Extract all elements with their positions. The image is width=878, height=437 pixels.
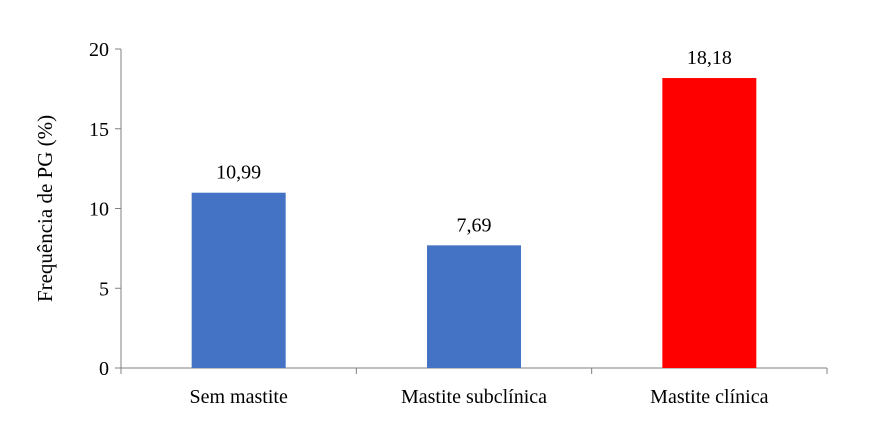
bar (662, 78, 757, 369)
y-tick-label: 15 (89, 119, 109, 141)
bars (191, 78, 757, 369)
x-axis: Sem mastite Mastite subclínica Mastite clí… (120, 367, 828, 408)
y-tick-label: 20 (89, 39, 109, 61)
data-label: 7,69 (457, 214, 492, 236)
data-label: 18,18 (687, 47, 732, 69)
y-axis-title: Frequência de PG (%) (33, 115, 57, 302)
x-tick-label: Mastite subclínica (401, 386, 547, 408)
x-tick-label: Mastite clínica (650, 386, 768, 408)
y-axis: 0 5 10 15 20 (89, 39, 122, 380)
y-tick-label: 0 (99, 358, 109, 380)
bar (191, 192, 286, 368)
data-labels: 10,99 7,69 18,18 (216, 47, 732, 236)
x-tick-label: Sem mastite (190, 386, 288, 408)
y-tick-label: 10 (89, 199, 109, 221)
data-label: 10,99 (216, 162, 261, 184)
y-tick-label: 5 (99, 278, 109, 300)
bar (427, 245, 521, 368)
